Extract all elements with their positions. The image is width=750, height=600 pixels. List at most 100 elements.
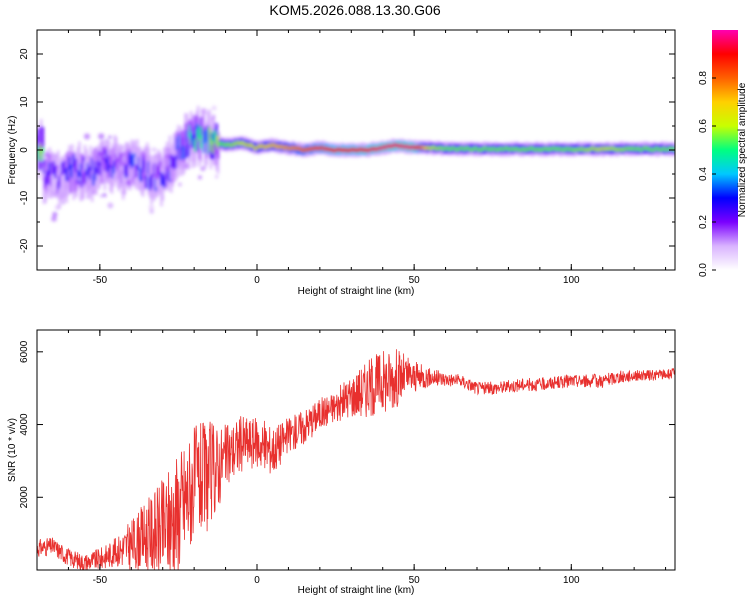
spectrogram-scatter-cell <box>151 147 157 153</box>
spectrogram-cell <box>191 127 194 141</box>
spectrogram-cell <box>75 158 78 172</box>
spectrogram-cell <box>414 146 418 151</box>
spectrogram-cell <box>392 144 395 149</box>
spectrogram-cell <box>162 175 166 189</box>
spectrogram-cell <box>430 146 433 151</box>
spectrogram-cell <box>355 147 359 152</box>
spectrogram-cell <box>507 147 511 152</box>
spectrogram-cell <box>58 175 62 189</box>
spectrogram-cell <box>645 146 648 151</box>
spectrogram-cell <box>548 147 552 152</box>
spectrogram-cell <box>640 147 644 152</box>
spectrogram-cell <box>243 141 247 146</box>
spectrogram-cell <box>444 146 448 151</box>
spectrogram-cell <box>366 148 370 153</box>
spectrogram-cell <box>476 147 480 152</box>
spectrogram-y-tick-label: 20 <box>19 48 30 60</box>
spectrogram-cell <box>554 146 558 151</box>
spectrogram-cell <box>222 141 226 147</box>
spectrogram-cell <box>413 144 417 149</box>
spectrogram-cell <box>263 145 267 150</box>
spectrogram-cell <box>581 146 585 151</box>
spectrogram-cell <box>79 163 83 177</box>
spectrogram-cell <box>297 146 301 151</box>
spectrogram-cell <box>53 165 57 179</box>
spectrogram-cell <box>362 147 366 152</box>
spectrogram-cell <box>41 147 45 161</box>
spectrogram-cell <box>611 146 615 151</box>
spectrogram-cell <box>283 145 286 150</box>
spectrogram-cell <box>314 146 318 151</box>
spectrogram-cell <box>656 146 660 151</box>
spectrogram-cell <box>397 143 401 148</box>
spectrogram-cell <box>65 159 69 203</box>
spectrogram-cell <box>447 145 450 150</box>
spectrogram-cell <box>489 147 493 152</box>
spectrogram-cell <box>123 161 127 175</box>
spectrogram-cell <box>431 145 435 150</box>
spectrogram-cell <box>237 141 241 146</box>
spectrogram-cell <box>557 146 561 151</box>
spectrogram-cell <box>196 128 200 142</box>
spectrogram-cell <box>134 164 138 178</box>
spectrogram-cell <box>175 135 179 179</box>
spectrogram-cell <box>394 143 398 148</box>
spectrogram-cell <box>663 146 667 151</box>
spectrogram-y-tick-label: -10 <box>19 190 30 205</box>
spectrogram-cell <box>584 147 588 152</box>
spectrogram-cell <box>138 167 142 181</box>
snr-series-line <box>37 349 675 570</box>
spectrogram-cell <box>305 147 309 152</box>
spectrogram-cell <box>220 142 224 147</box>
spectrogram-cell <box>110 155 114 169</box>
spectrogram-cell <box>181 137 185 151</box>
spectrogram-cell <box>626 146 630 151</box>
spectrogram-cell <box>278 144 282 149</box>
spectrogram-cell <box>485 146 489 151</box>
spectrogram-cell <box>386 144 390 149</box>
spectrogram-cell <box>328 147 332 152</box>
spectrogram-cell <box>201 127 204 140</box>
spectrogram-heatmap <box>37 105 675 222</box>
spectrogram-scatter-cell <box>52 211 58 217</box>
spectrogram-cell <box>144 175 148 189</box>
spectrogram-cell <box>455 147 459 152</box>
colorbar-tick-label: 0.8 <box>698 71 709 85</box>
spectrogram-cell <box>90 157 94 171</box>
spectrogram-cell <box>171 156 175 183</box>
spectrogram-cell <box>577 147 581 152</box>
spectrogram-cell <box>478 147 482 152</box>
spectrogram-cell <box>553 146 557 151</box>
spectrogram-cell <box>113 160 117 174</box>
spectrogram-cell <box>390 144 394 149</box>
spectrogram-cell <box>594 147 598 152</box>
colorbar-tick-label: 0.6 <box>698 119 709 133</box>
spectrogram-cell <box>356 148 360 153</box>
spectrogram-cell <box>448 147 452 152</box>
spectrogram-cell <box>63 160 67 174</box>
spectrogram-cell <box>178 138 182 165</box>
spectrogram-cell <box>46 156 50 182</box>
spectrogram-cell <box>140 155 144 182</box>
spectrogram-cell <box>616 147 620 152</box>
colorbar-tick-label: 0.4 <box>698 167 709 181</box>
spectrogram-cell <box>152 163 156 177</box>
spectrogram-cell <box>570 146 573 151</box>
spectrogram-cell <box>336 147 340 152</box>
spectrogram-cell <box>210 131 214 145</box>
spectrogram-cell <box>72 159 76 186</box>
spectrogram-cell <box>350 147 354 152</box>
spectrogram-cell <box>331 147 334 152</box>
spectrogram-cell <box>575 147 579 152</box>
spectrogram-cell <box>308 147 312 152</box>
spectrogram-cell <box>56 180 60 194</box>
spectrogram-cell <box>155 162 159 176</box>
spectrogram-cell <box>99 161 103 175</box>
spectrogram-cell <box>571 147 575 152</box>
spectrogram-cell <box>239 141 243 146</box>
spectrogram-cell <box>69 166 73 193</box>
spectrogram-cell <box>373 146 377 151</box>
spectrogram-cell <box>503 146 507 151</box>
spectrogram-cell <box>389 144 392 149</box>
spectrogram-cell <box>560 147 564 152</box>
